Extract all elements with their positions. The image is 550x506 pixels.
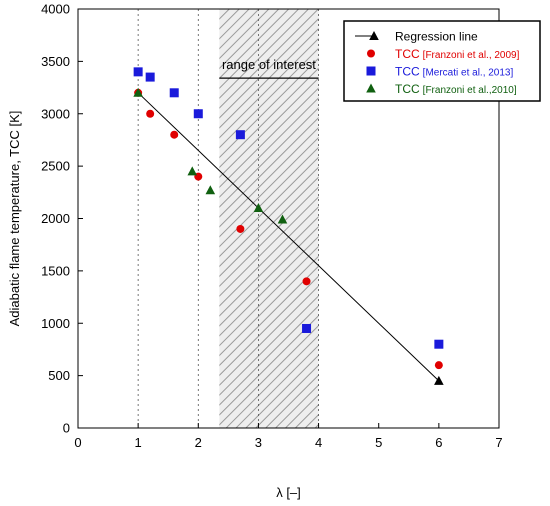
y-tick-label: 1500 — [41, 263, 70, 278]
y-tick-label: 0 — [63, 421, 70, 436]
data-point — [145, 72, 155, 82]
legend-box — [343, 20, 541, 102]
data-point — [235, 130, 245, 140]
legend-marker — [366, 66, 376, 76]
x-tick-label: 1 — [135, 435, 142, 450]
data-point — [170, 130, 179, 139]
regression-line — [137, 92, 440, 382]
series-3 — [133, 87, 288, 224]
series-layer — [133, 67, 444, 385]
y-axis-label: Adiabatic flame temperature, TCC [K] — [7, 111, 22, 327]
annotation: range of interest — [219, 57, 319, 79]
data-point — [434, 339, 444, 349]
legend-marker — [366, 83, 376, 93]
x-axis-label: λ [–] — [276, 485, 301, 500]
series-0 — [137, 92, 444, 385]
data-point — [236, 224, 245, 233]
y-tick-label: 1000 — [41, 316, 70, 331]
legend-label: TCC [Franzoni et al., 2009] — [395, 47, 520, 61]
y-tick-label: 2000 — [41, 211, 70, 226]
x-ticks: 0 1 2 3 4 5 6 7 — [74, 423, 503, 450]
data-point — [193, 109, 203, 119]
x-tick-label: 0 — [74, 435, 81, 450]
data-point — [187, 166, 198, 176]
data-point — [434, 361, 443, 370]
y-tick-label: 3500 — [41, 54, 70, 69]
data-point — [146, 109, 155, 118]
x-tick-label: 6 — [435, 435, 442, 450]
data-point — [133, 67, 143, 77]
legend-marker — [367, 49, 375, 58]
x-tick-label: 3 — [255, 435, 262, 450]
x-tick-label: 7 — [495, 435, 502, 450]
legend-marker — [369, 31, 379, 40]
series-2 — [133, 67, 444, 349]
x-tick-label: 2 — [195, 435, 202, 450]
data-point — [253, 203, 264, 213]
legend-label: TCC [Mercati et al., 2013] — [395, 65, 513, 79]
legend-label: Regression line — [395, 30, 478, 44]
data-point — [302, 323, 312, 333]
data-point — [277, 214, 288, 224]
data-point — [205, 185, 216, 195]
data-point — [133, 87, 143, 97]
data-point — [302, 277, 311, 286]
x-tick-label: 4 — [315, 435, 322, 450]
y-tick-label: 3000 — [41, 106, 70, 121]
y-tick-label: 500 — [48, 368, 70, 383]
y-tick-label: 4000 — [41, 2, 70, 17]
annotation-label: range of interest — [222, 57, 316, 72]
y-tick-label: 2500 — [41, 159, 70, 174]
legend-label: TCC [Franzoni et al.,2010] — [395, 82, 517, 96]
y-ticks: 0 500 1000 1500 2000 2500 3000 3500 4000 — [41, 2, 83, 436]
legend: Regression line TCC [Franzoni et al., 2009… — [343, 20, 541, 102]
regression-endpoint-marker — [434, 375, 444, 385]
data-point — [169, 88, 179, 98]
x-tick-label: 5 — [375, 435, 382, 450]
